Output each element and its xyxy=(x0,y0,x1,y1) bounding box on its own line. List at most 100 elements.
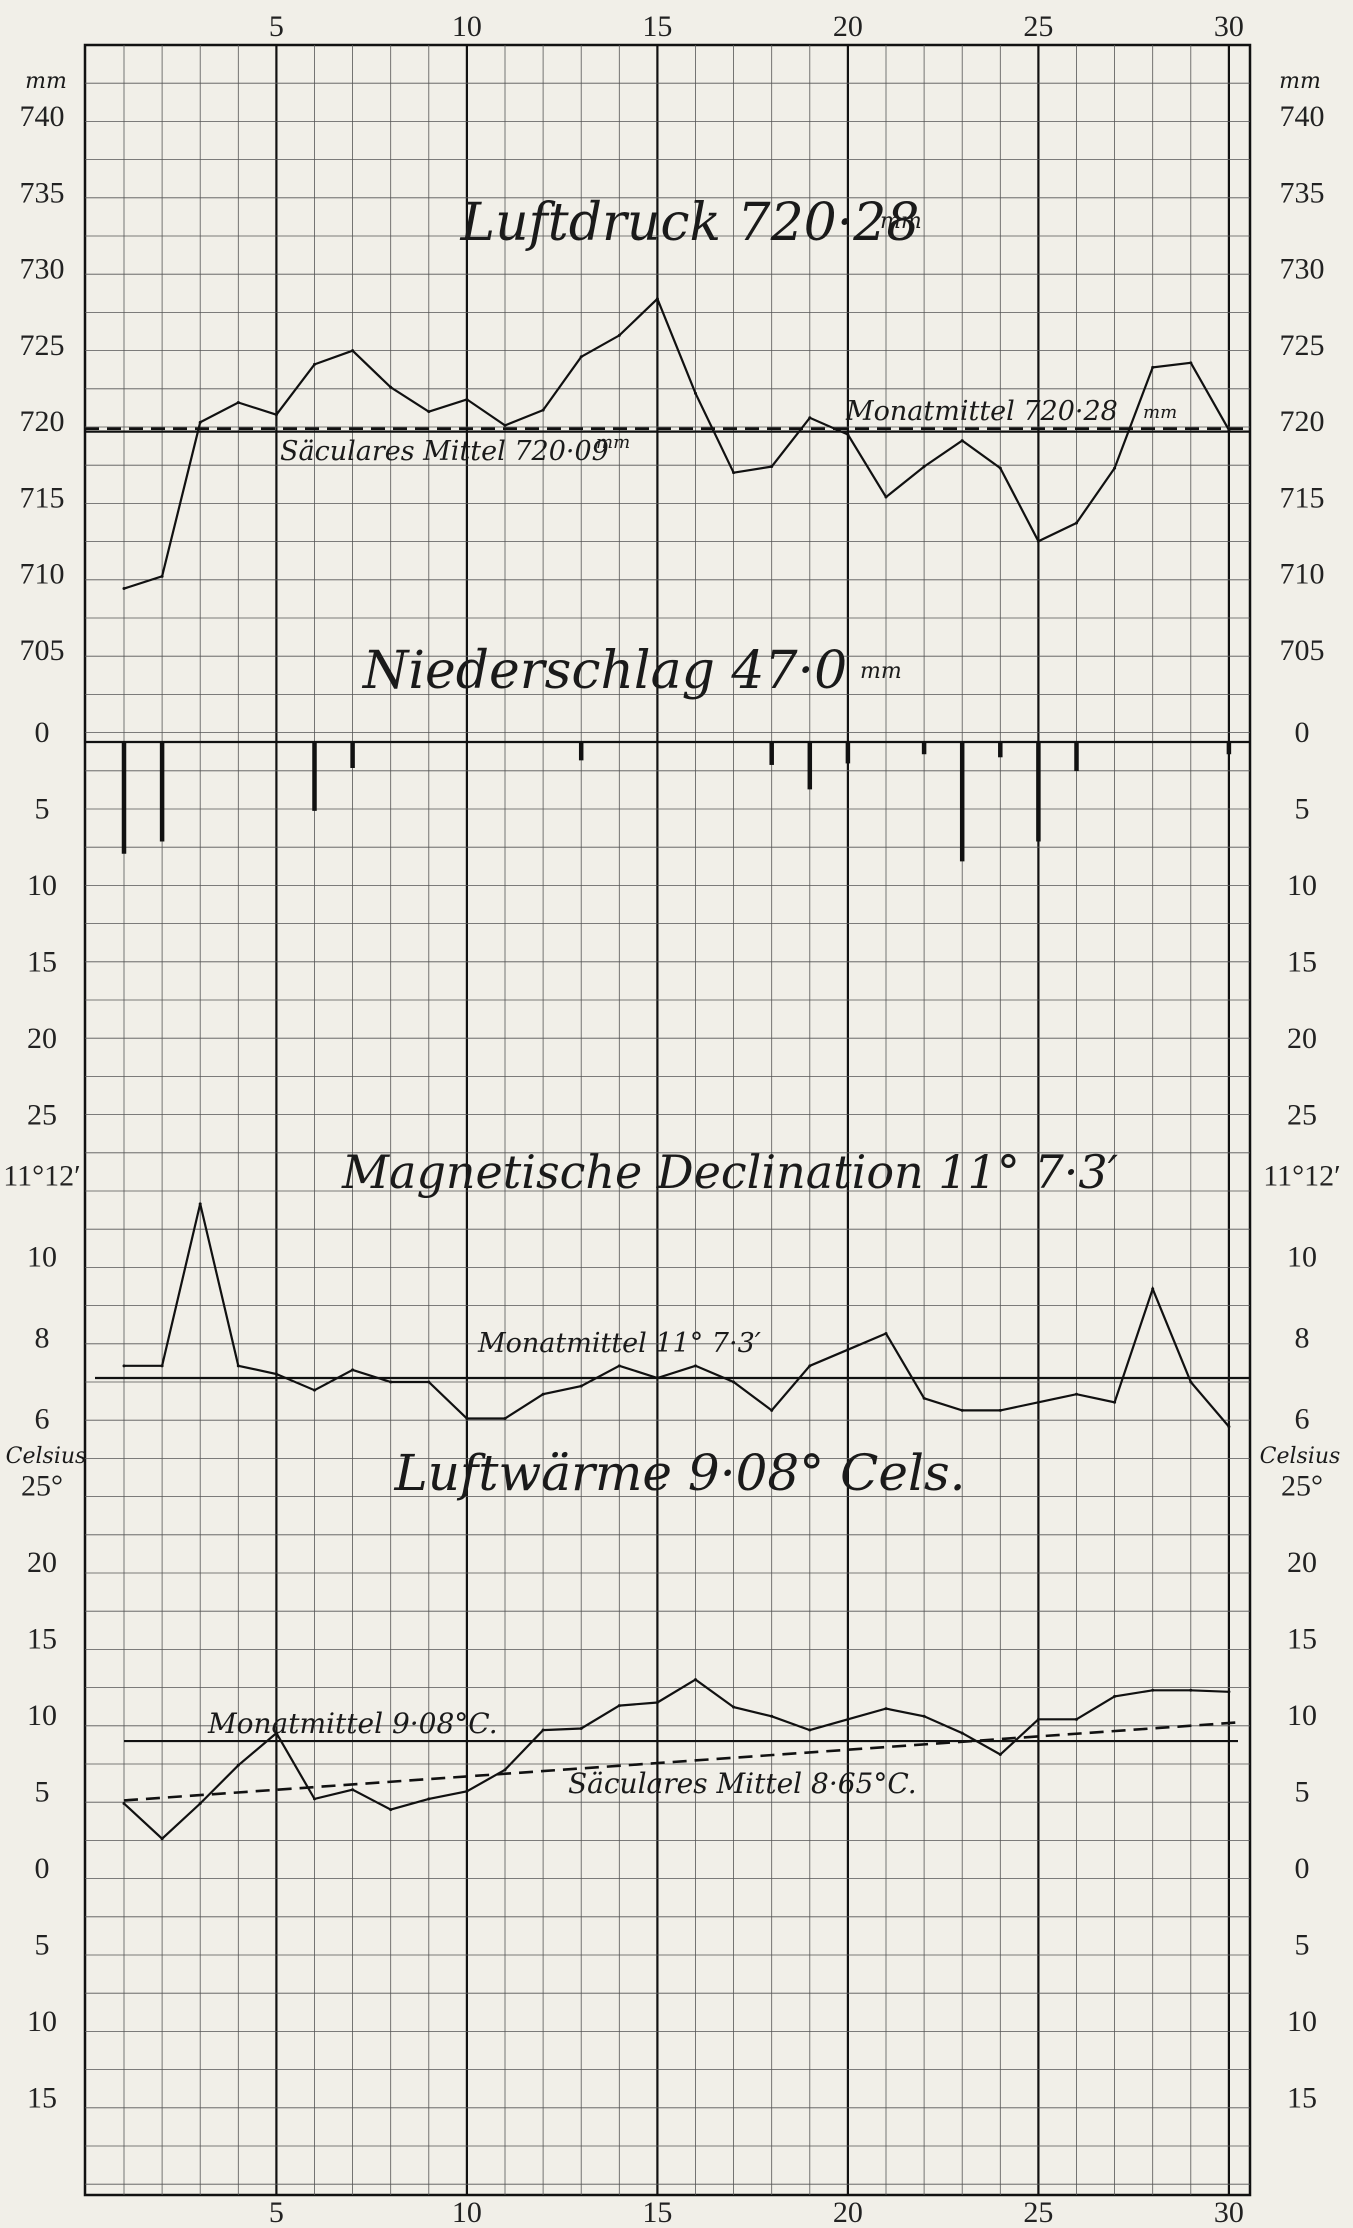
declination-line-point xyxy=(1227,1425,1231,1429)
pressure-line-point xyxy=(617,333,621,337)
y-tick-label-right: 725 xyxy=(1280,329,1325,362)
temperature-monthly-mean-label: Monatmittel 9·08°C. xyxy=(207,1707,498,1740)
temperature-line-point xyxy=(846,1717,850,1721)
pressure-line-point xyxy=(122,587,126,591)
temperature-line-point xyxy=(732,1705,736,1709)
y-tick-label-left: 15 xyxy=(27,1623,57,1656)
pressure-line-point xyxy=(427,410,431,414)
temperature-line-point xyxy=(579,1727,583,1731)
y-tick-label-left: 0 xyxy=(35,716,50,749)
x-tick-label-top: 20 xyxy=(833,10,863,43)
y-tick-label-right: 5 xyxy=(1295,793,1310,826)
temperature-line-point xyxy=(770,1714,774,1718)
pressure-line-point xyxy=(998,466,1002,470)
declination-line-point xyxy=(884,1331,888,1335)
temperature-line-point xyxy=(427,1797,431,1801)
declination-line-point xyxy=(655,1376,659,1380)
pressure-line-point xyxy=(541,408,545,412)
pressure-line-point xyxy=(351,349,355,353)
pressure-monthly-mean-label: Monatmittel 720·28 xyxy=(845,396,1118,427)
temperature-line-point xyxy=(884,1707,888,1711)
y-tick-label-left: 25 xyxy=(27,1099,57,1132)
y-tick-label-right: 25 xyxy=(1287,1099,1317,1132)
x-tick-label-bottom: 25 xyxy=(1023,2196,1053,2228)
temperature-line-point xyxy=(1036,1717,1040,1721)
y-tick-label-right: 15 xyxy=(1287,1623,1317,1656)
x-tick-label-bottom: 30 xyxy=(1214,2196,1244,2228)
pressure-line-point xyxy=(846,433,850,437)
declination-line-point xyxy=(541,1392,545,1396)
pressure-line-point xyxy=(389,385,393,389)
pressure-line-point xyxy=(655,297,659,301)
y-tick-label-right: 735 xyxy=(1280,176,1325,209)
declination-line-point xyxy=(694,1364,697,1368)
temperature-line-point xyxy=(1227,1690,1231,1694)
temperature-line-point xyxy=(808,1728,812,1732)
y-tick-label-right: 20 xyxy=(1287,1546,1317,1579)
declination-line-point xyxy=(960,1408,964,1412)
declination-line-point xyxy=(579,1384,583,1388)
temperature-line-point xyxy=(465,1789,469,1793)
temperature-line-point xyxy=(541,1728,545,1732)
pressure-line-point xyxy=(503,423,507,427)
pressure-line-point xyxy=(770,465,774,469)
y-tick-label-left: 8 xyxy=(35,1322,50,1355)
y-tick-label-left: 10 xyxy=(27,869,57,902)
unit-celsius-left: Celsius xyxy=(6,1444,87,1469)
pressure-line-point xyxy=(313,362,316,366)
temperature-line-point xyxy=(617,1704,621,1708)
y-tick-label-right: 0 xyxy=(1295,1852,1310,1885)
pressure-line-point xyxy=(465,397,469,401)
y-tick-label-left: 730 xyxy=(20,253,65,286)
declination-line-point xyxy=(198,1202,202,1206)
y-tick-label-left: 15 xyxy=(27,2082,57,2115)
y-tick-label-left: 5 xyxy=(35,793,50,826)
y-tick-label-right: 10 xyxy=(1287,2005,1317,2038)
pressure-secular-mean-label: Säculares Mittel 720·09 xyxy=(280,436,609,467)
temperature-line-point xyxy=(694,1678,697,1682)
declination-line-point xyxy=(808,1364,812,1368)
temperature-line-point xyxy=(922,1714,926,1718)
grid xyxy=(83,43,1252,2197)
y-tick-label-right: 15 xyxy=(1287,2082,1317,2115)
y-tick-label-right: 11°12′ xyxy=(1263,1160,1340,1193)
declination-line-point xyxy=(922,1396,926,1400)
pressure-line-point xyxy=(960,439,964,443)
temperature-line-point xyxy=(655,1701,659,1705)
pressure-line-point xyxy=(1075,521,1078,525)
declination-line-point xyxy=(846,1348,850,1352)
y-tick-label-right: 6 xyxy=(1295,1403,1310,1436)
pressure-title-unit: mm xyxy=(880,209,922,234)
temperature-line-point xyxy=(1075,1717,1078,1721)
y-tick-label-left: 10 xyxy=(27,2005,57,2038)
declination-line-point xyxy=(274,1372,278,1376)
declination-line-point xyxy=(1151,1287,1155,1291)
declination-line-point xyxy=(313,1388,316,1392)
temperature-line-point xyxy=(274,1731,278,1735)
y-tick-label-right: 730 xyxy=(1280,253,1325,286)
x-tick-label-top: 10 xyxy=(452,10,482,43)
y-tick-label-right: 10 xyxy=(1287,869,1317,902)
declination-line xyxy=(124,1203,1230,1428)
y-tick-label-right: 10 xyxy=(1287,1699,1317,1732)
pressure-line-point xyxy=(579,355,583,359)
temperature-line-point xyxy=(1113,1694,1117,1698)
y-tick-label-left: 20 xyxy=(27,1022,57,1055)
y-tick-label-left: 0 xyxy=(35,1852,50,1885)
y-tick-label-right: 20 xyxy=(1287,1022,1317,1055)
y-tick-label-left: 740 xyxy=(20,100,65,133)
declination-line-point xyxy=(351,1368,355,1372)
temperature-line-point xyxy=(160,1837,164,1841)
temperature-line xyxy=(123,1678,1229,1841)
y-tick-label-left: 6 xyxy=(35,1403,50,1436)
y-tick-label-right: 715 xyxy=(1280,481,1325,514)
temperature-line-point xyxy=(998,1753,1002,1757)
pressure-line-point xyxy=(160,574,164,578)
y-tick-label-left: 20 xyxy=(27,1546,57,1579)
unit-celsius-right: Celsius xyxy=(1260,1444,1341,1469)
unit-mm-left: mm xyxy=(25,69,67,94)
declination-line-point xyxy=(770,1408,774,1412)
chart-frame xyxy=(83,43,1252,2197)
